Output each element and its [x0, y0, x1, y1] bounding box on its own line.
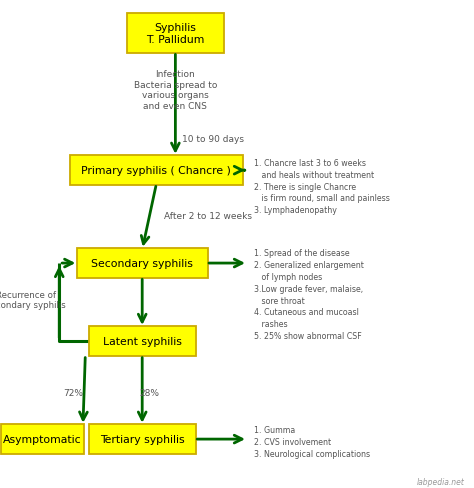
Text: Asymptomatic: Asymptomatic	[3, 434, 82, 444]
Text: 1. Chancre last 3 to 6 weeks
   and heals without treatment
2. There is single C: 1. Chancre last 3 to 6 weeks and heals w…	[254, 159, 390, 215]
FancyBboxPatch shape	[70, 156, 243, 185]
Text: Primary syphilis ( Chancre ): Primary syphilis ( Chancre )	[82, 166, 231, 176]
FancyBboxPatch shape	[77, 249, 208, 278]
Text: labpedia.net: labpedia.net	[417, 477, 465, 486]
Text: Tertiary syphilis: Tertiary syphilis	[100, 434, 184, 444]
Text: Latent syphilis: Latent syphilis	[103, 337, 182, 346]
Text: After 2 to 12 weeks: After 2 to 12 weeks	[164, 211, 252, 220]
Text: 72%: 72%	[64, 388, 83, 397]
Text: Secondary syphilis: Secondary syphilis	[91, 259, 193, 268]
Text: Syphilis
T. Pallidum: Syphilis T. Pallidum	[146, 23, 205, 45]
FancyBboxPatch shape	[89, 424, 196, 454]
FancyBboxPatch shape	[1, 424, 84, 454]
Text: Infection
Bacteria spread to
various organs
and even CNS: Infection Bacteria spread to various org…	[134, 70, 217, 110]
Text: 28%: 28%	[139, 388, 159, 397]
Text: 10 to 90 days: 10 to 90 days	[182, 135, 245, 143]
Text: 1. Gumma
2. CVS involvement
3. Neurological complications: 1. Gumma 2. CVS involvement 3. Neurologi…	[254, 426, 370, 458]
Text: Recurrence of
secondary syphilis: Recurrence of secondary syphilis	[0, 290, 66, 310]
FancyBboxPatch shape	[127, 14, 224, 54]
Text: 1. Spread of the disease
2. Generalized enlargement
   of lymph nodes
3.Low grad: 1. Spread of the disease 2. Generalized …	[254, 249, 364, 340]
FancyBboxPatch shape	[89, 327, 196, 356]
